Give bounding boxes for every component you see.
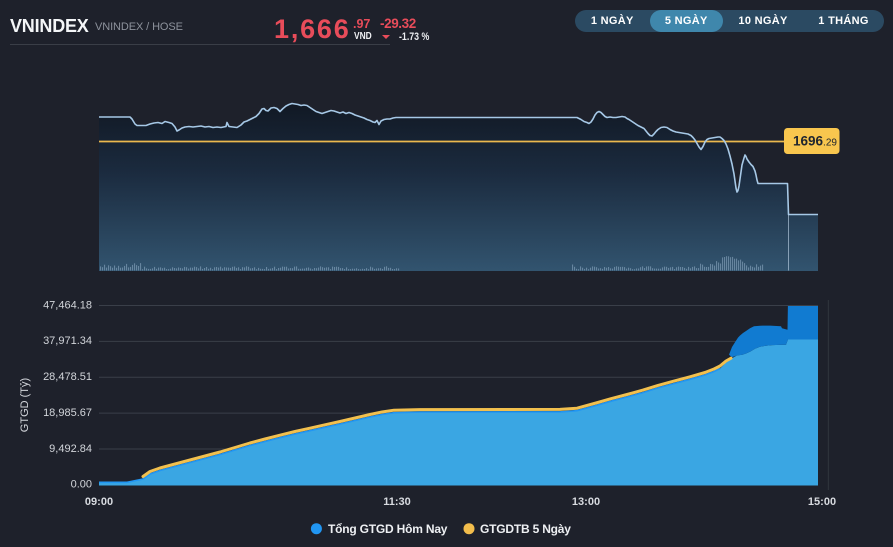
svg-text:1696.29: 1696.29 [793, 134, 837, 149]
svg-text:GTGD (Tỷ): GTGD (Tỷ) [19, 378, 31, 432]
svg-text:11:30: 11:30 [383, 496, 411, 508]
svg-text:Tổng GTGD Hôm Nay: Tổng GTGD Hôm Nay [328, 522, 448, 536]
svg-text:13:00: 13:00 [572, 496, 600, 508]
svg-text:28,478.51: 28,478.51 [43, 371, 92, 383]
svg-text:0.00: 0.00 [71, 479, 92, 491]
svg-text:09:00: 09:00 [85, 496, 113, 508]
svg-text:9,492.84: 9,492.84 [49, 443, 92, 455]
svg-text:47,464.18: 47,464.18 [43, 299, 92, 311]
svg-text:GTGDTB 5 Ngày: GTGDTB 5 Ngày [480, 522, 571, 536]
svg-text:18,985.67: 18,985.67 [43, 407, 92, 419]
svg-text:15:00: 15:00 [808, 496, 836, 508]
svg-text:37,971.34: 37,971.34 [43, 335, 92, 347]
